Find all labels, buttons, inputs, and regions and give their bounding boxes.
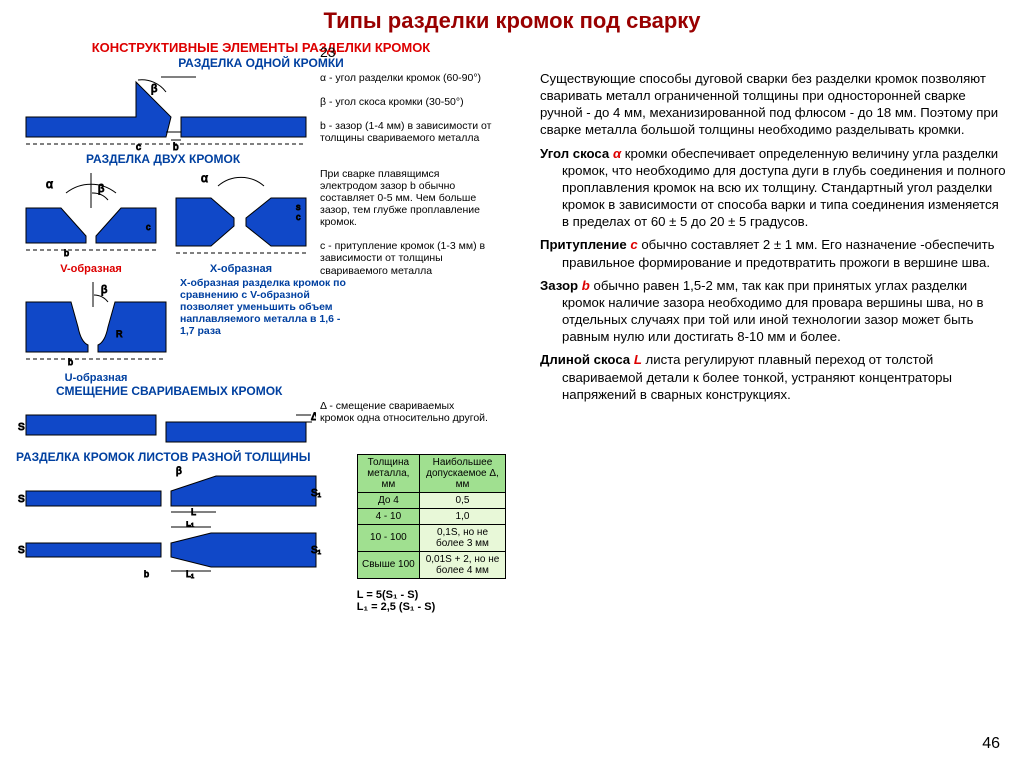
- table-and-formulas: Толщина металла, мм Наибольшее допускаем…: [357, 450, 506, 613]
- svg-text:c: c: [136, 142, 141, 152]
- diagram-offset: S Δ: [16, 400, 316, 450]
- c-symbol: с: [630, 237, 637, 252]
- para-2: Угол скоса α кромки обеспечивает определ…: [518, 145, 1008, 231]
- para4a: Зазор: [540, 278, 582, 293]
- svg-text:α: α: [46, 177, 53, 191]
- text-column: Существующие способы дуговой сварки без …: [518, 40, 1008, 613]
- diagram-v-shape: α β b c: [16, 168, 166, 258]
- diagram-thickness-1: S S₁ β L: [16, 466, 326, 516]
- svg-text:β: β: [176, 466, 182, 477]
- formula-2: L₁ = 2,5 (S₁ - S): [357, 601, 506, 613]
- note-alpha: α - угол разделки кромок (60-90°): [320, 72, 496, 84]
- para-3: Притупление с обычно составляет 2 ± 1 мм…: [518, 236, 1008, 270]
- note-xnote: Х-образная разделка кромок по сравнению …: [176, 277, 356, 337]
- svg-text:S₁: S₁: [311, 488, 322, 499]
- content-area: КОНСТРУКТИВНЫЕ ЭЛЕМЕНТЫ РАЗДЕЛКИ КРОМОК …: [0, 40, 1024, 613]
- svg-text:b: b: [173, 142, 179, 152]
- th-thickness: Толщина металла, мм: [357, 454, 419, 492]
- diagram-x-shape: α c s: [166, 168, 316, 258]
- tbl-r1c0: 4 - 10: [357, 508, 419, 524]
- notes-v-x: При сварке плавящимся электродом зазор b…: [316, 168, 496, 277]
- diagram-u-shape: β R b: [16, 277, 176, 367]
- tolerance-table: Толщина металла, мм Наибольшее допускаем…: [357, 454, 506, 579]
- page-number-bottom: 46: [982, 735, 1000, 753]
- note-delta: Δ - смещение свариваемых кромок одна отн…: [316, 400, 491, 424]
- para2a: Угол скоса: [540, 146, 613, 161]
- subheader-1: РАЗДЕЛКА ОДНОЙ КРОМКИ: [16, 56, 506, 70]
- section-u: β R b U-образная Х-образная разделка кро…: [16, 277, 506, 384]
- para-1: Существующие способы дуговой сварки без …: [518, 70, 1008, 139]
- tbl-r2c0: 10 - 100: [357, 524, 419, 551]
- th-delta: Наибольшее допускаемое Δ, мм: [419, 454, 505, 492]
- x-label: Х-образная: [166, 263, 316, 275]
- v-label: V-образная: [16, 263, 166, 275]
- tbl-r1c1: 1,0: [419, 508, 505, 524]
- page-title: Типы разделки кромок под сварку: [0, 0, 1024, 40]
- tbl-r3c1: 0,01S + 2, но не более 4 мм: [419, 551, 505, 578]
- diagrams-column: КОНСТРУКТИВНЫЕ ЭЛЕМЕНТЫ РАЗДЕЛКИ КРОМОК …: [16, 40, 506, 613]
- note-c: с - притупление кромок (1-3 мм) в зависи…: [320, 240, 496, 276]
- svg-text:β: β: [101, 284, 107, 296]
- l-symbol: L: [634, 352, 642, 367]
- subheader-3: СМЕЩЕНИЕ СВАРИВАЕМЫХ КРОМОК: [16, 384, 506, 398]
- para-5: Длиной скоса L листа регулируют плавный …: [518, 351, 1008, 402]
- svg-text:s: s: [296, 202, 301, 212]
- note-plav: При сварке плавящимся электродом зазор b…: [320, 168, 496, 228]
- section-thickness: РАЗДЕЛКА КРОМОК ЛИСТОВ РАЗНОЙ ТОЛЩИНЫ S …: [16, 450, 506, 613]
- note-beta: β - угол скоса кромки (30-50°): [320, 96, 496, 108]
- svg-text:α: α: [201, 171, 208, 185]
- svg-text:β: β: [98, 183, 104, 195]
- svg-text:L: L: [191, 507, 196, 516]
- alpha-symbol: α: [613, 146, 621, 161]
- svg-text:c: c: [146, 222, 151, 232]
- svg-text:L₁: L₁: [186, 521, 194, 528]
- svg-text:R: R: [116, 329, 123, 339]
- diagram-thickness-2: S S₁ L₁ L₁ b: [16, 521, 326, 579]
- left-header: КОНСТРУКТИВНЫЕ ЭЛЕМЕНТЫ РАЗДЕЛКИ КРОМОК: [16, 40, 506, 55]
- para2b: кромки обеспечивает определенную величин…: [562, 146, 1006, 230]
- page-number-top: 23: [320, 44, 336, 60]
- svg-text:b: b: [64, 248, 69, 258]
- svg-text:S₁: S₁: [311, 545, 322, 556]
- svg-text:b: b: [144, 569, 149, 579]
- diagram-single-edge: β c b: [16, 72, 316, 152]
- svg-text:c: c: [296, 212, 301, 222]
- tbl-r2c1: 0,1S, но не более 3 мм: [419, 524, 505, 551]
- para-4: Зазор b обычно равен 1,5-2 мм, так как п…: [518, 277, 1008, 346]
- section-offset: S Δ Δ - смещение свариваемых кромок одна…: [16, 400, 506, 450]
- para4b: обычно равен 1,5-2 мм, так как при приня…: [562, 278, 983, 344]
- notes-single-edge: α - угол разделки кромок (60-90°) β - уг…: [316, 72, 496, 144]
- tbl-r0c0: До 4: [357, 492, 419, 508]
- formula-1: L = 5(S₁ - S): [357, 589, 506, 601]
- para5a: Длиной скоса: [540, 352, 634, 367]
- section-single-edge: β c b α - угол разделки кромок (60-90°) …: [16, 72, 506, 152]
- svg-text:β: β: [151, 83, 157, 95]
- svg-text:S: S: [18, 494, 25, 505]
- note-b: b - зазор (1-4 мм) в зависимости от толщ…: [320, 120, 496, 144]
- subheader-2: РАЗДЕЛКА ДВУХ КРОМОК: [16, 152, 506, 166]
- svg-text:b: b: [68, 357, 73, 367]
- u-label: U-образная: [16, 372, 176, 384]
- svg-text:S: S: [18, 422, 25, 433]
- para3a: Притупление: [540, 237, 630, 252]
- tbl-r0c1: 0,5: [419, 492, 505, 508]
- section-v-x: α β b c V-образная: [16, 168, 506, 277]
- tbl-r3c0: Свыше 100: [357, 551, 419, 578]
- svg-text:L₁: L₁: [186, 569, 194, 579]
- svg-text:S: S: [18, 545, 25, 556]
- b-symbol: b: [582, 278, 590, 293]
- subheader-4: РАЗДЕЛКА КРОМОК ЛИСТОВ РАЗНОЙ ТОЛЩИНЫ: [16, 450, 357, 464]
